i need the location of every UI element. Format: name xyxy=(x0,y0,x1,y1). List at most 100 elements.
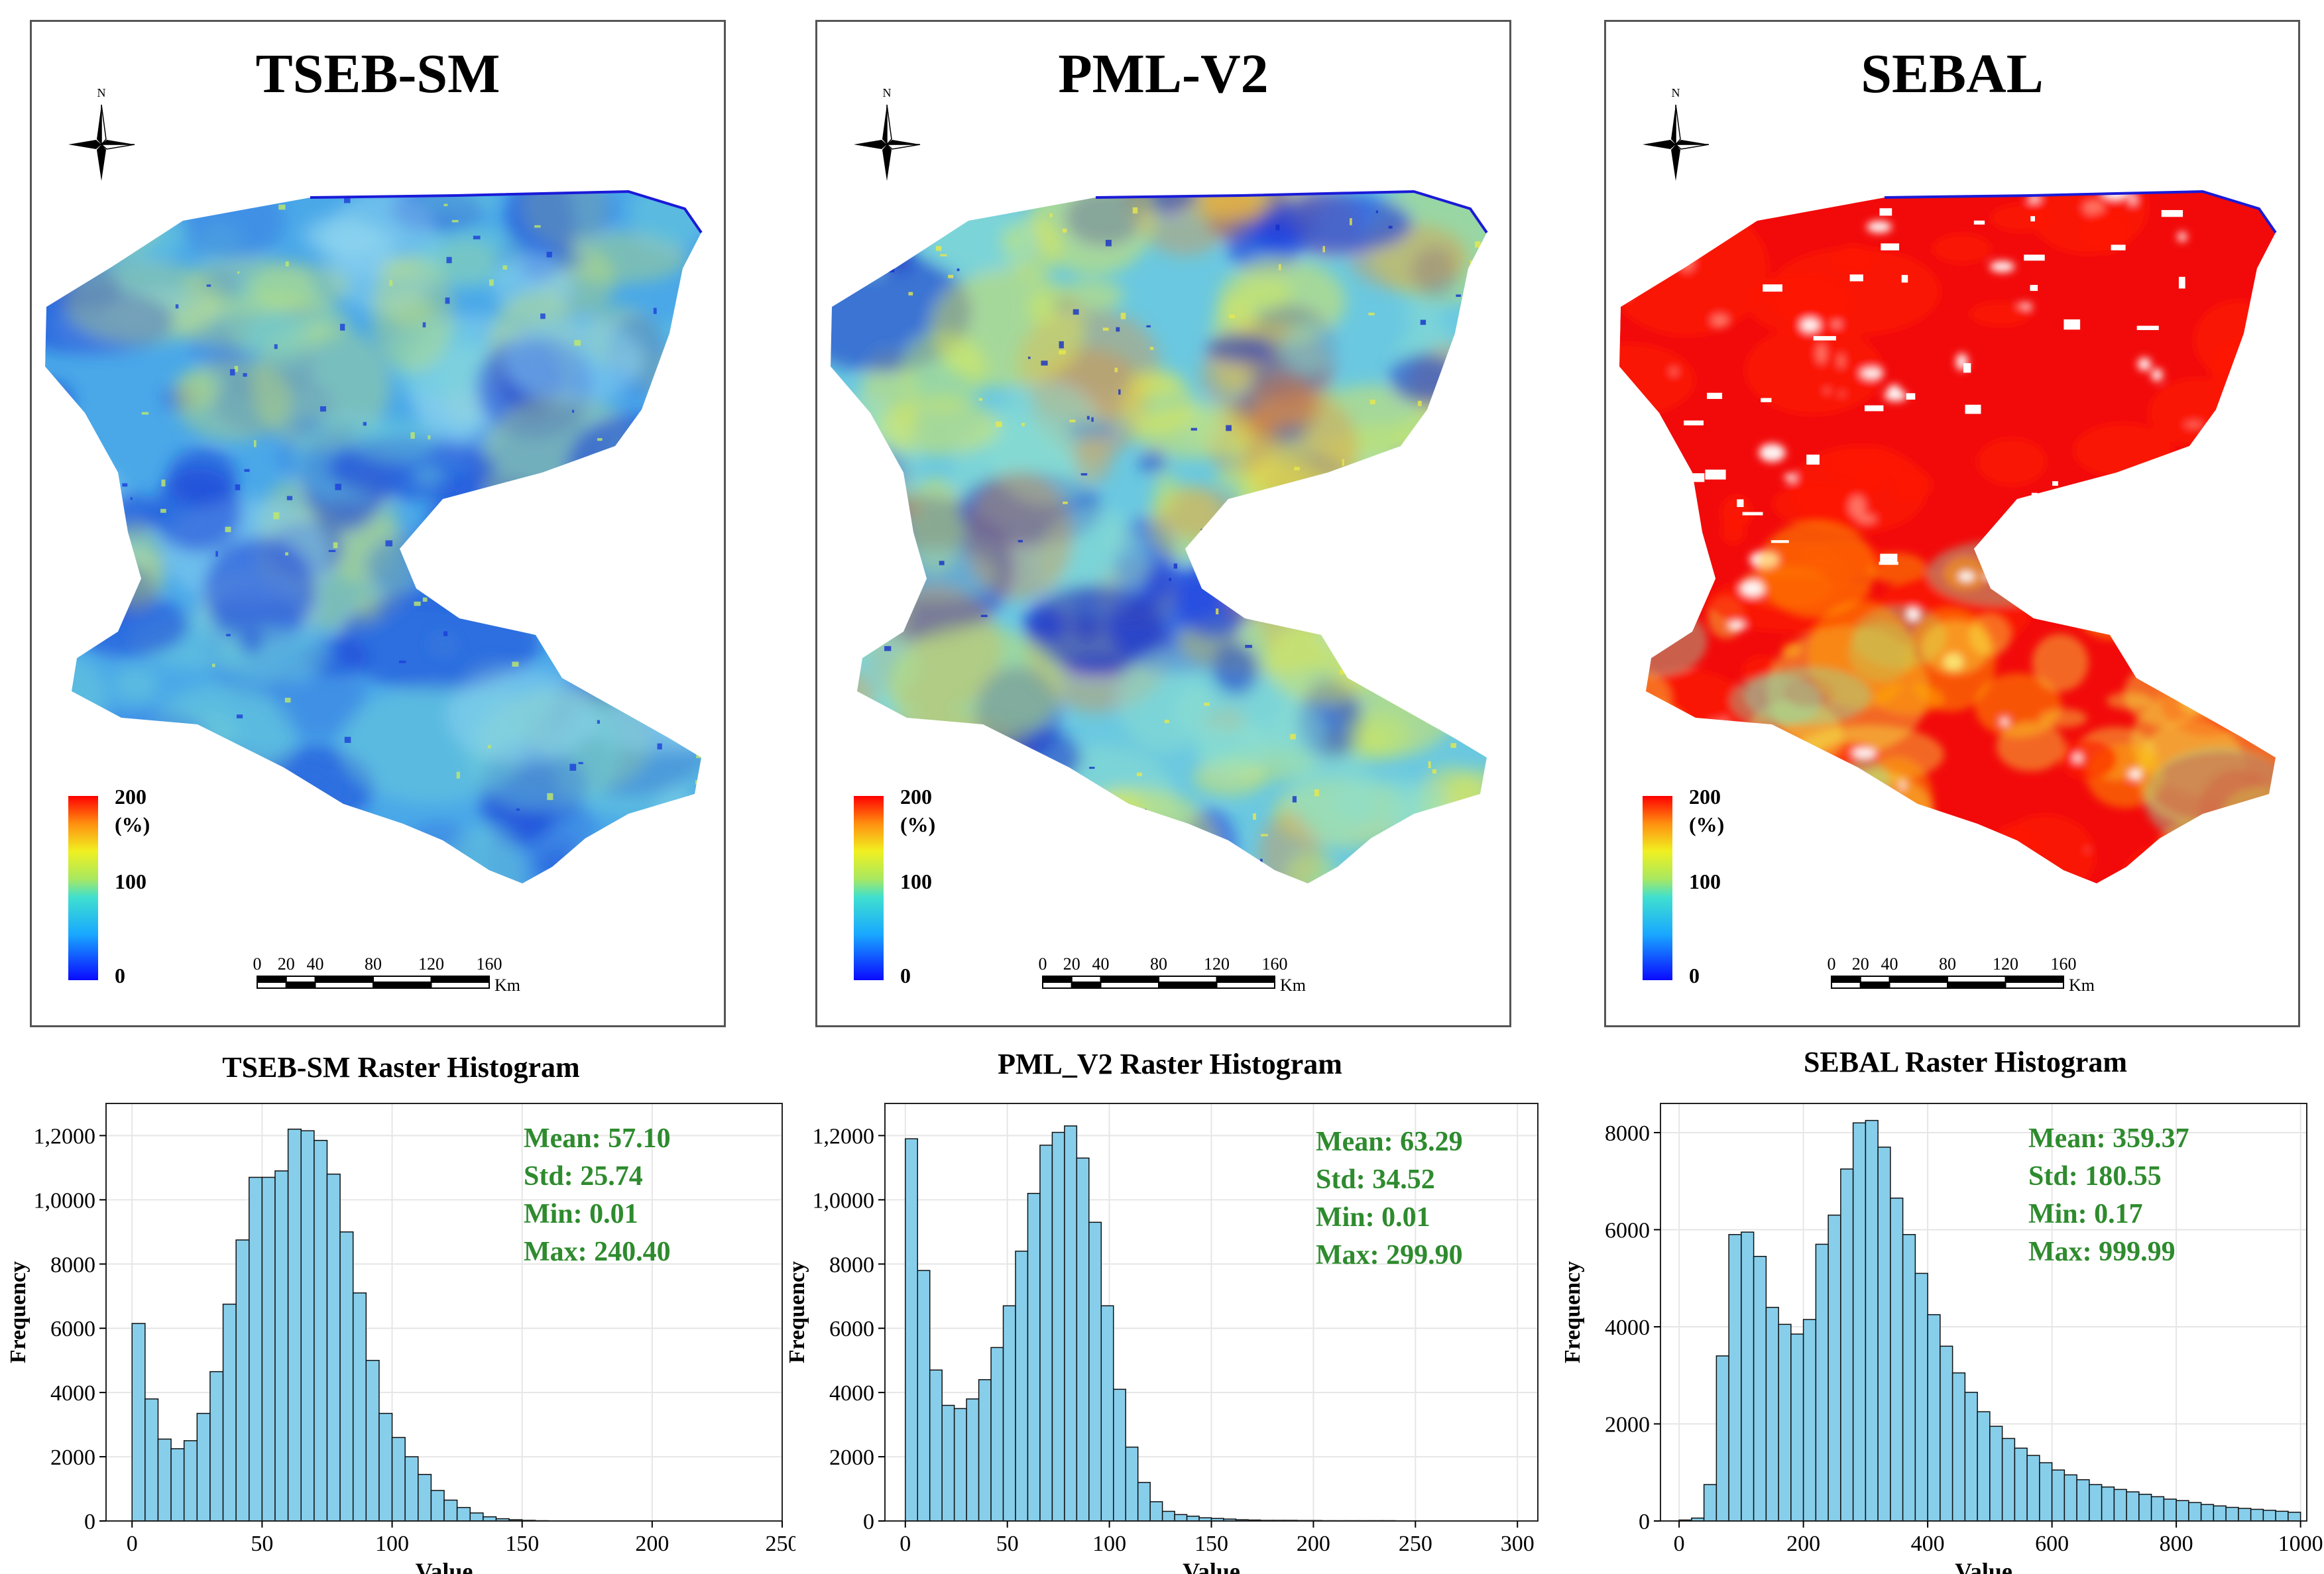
y-tick-label: 1,0000 xyxy=(813,1188,875,1213)
histogram-bar xyxy=(1113,1388,1126,1522)
y-tick-label: 2000 xyxy=(1605,1412,1650,1437)
x-tick-label: 300 xyxy=(1501,1532,1535,1556)
histogram-bar xyxy=(2213,1505,2227,1522)
map-panel-pml: PML-V2 N 200 (%) 100 0 0 20 40 80 120 160 Km xyxy=(815,20,1511,1027)
legend-min: 0 xyxy=(1689,964,1700,987)
y-axis-label: Frequency xyxy=(6,1261,30,1363)
north-arrow-icon: N xyxy=(854,86,921,181)
histogram-bar xyxy=(1828,1214,1841,1522)
histogram-bar xyxy=(917,1270,931,1522)
x-tick-label: 0 xyxy=(127,1532,138,1556)
stat-mean: Mean: 359.37 xyxy=(2028,1123,2189,1154)
stat-mean: Mean: 57.10 xyxy=(524,1123,671,1154)
x-tick-label: 1000 xyxy=(2278,1532,2323,1556)
histogram-bar xyxy=(1977,1411,1991,1522)
stats-tseb: Mean: 57.10 Std: 25.74 Min: 0.01 Max: 24… xyxy=(524,1120,671,1271)
stat-min: Min: 0.01 xyxy=(524,1199,638,1229)
histogram-bar xyxy=(1989,1426,2003,1522)
x-tick-label: 50 xyxy=(251,1532,273,1556)
histogram-bar xyxy=(131,1323,146,1522)
legend-colorbar xyxy=(854,796,884,980)
map-panel-tseb: TSEB-SM N 200 (%) 100 0 0 20 40 80 120 160 Km xyxy=(30,20,726,1027)
histogram-bar xyxy=(2288,1512,2301,1522)
north-arrow-icon: N xyxy=(1643,86,1710,181)
histogram-bar xyxy=(1802,1319,1817,1522)
histogram-bar xyxy=(1027,1192,1041,1522)
histogram-bar xyxy=(274,1170,289,1522)
scale-tick-label: 120 xyxy=(418,954,444,974)
histogram-bar xyxy=(1940,1345,1953,1522)
histogram-bar xyxy=(1064,1125,1078,1522)
map-image-tseb: N 200 (%) 100 0 0 20 40 80 120 160 Km xyxy=(45,86,703,995)
histogram-bar xyxy=(941,1404,955,1522)
map-title: TSEB-SM xyxy=(255,43,500,105)
y-tick-label: 4000 xyxy=(1605,1316,1650,1340)
histogram-bar xyxy=(1902,1234,1916,1522)
histogram-bar xyxy=(2039,1462,2053,1522)
histogram-bar xyxy=(157,1438,172,1522)
x-tick-label: 150 xyxy=(505,1532,539,1556)
north-label: N xyxy=(97,86,106,99)
scale-tick-label: 120 xyxy=(1204,954,1230,974)
histogram-bar xyxy=(1877,1147,1891,1522)
x-axis-label: Value xyxy=(416,1558,473,1574)
histogram-bar xyxy=(314,1139,328,1522)
y-tick-label: 6000 xyxy=(1605,1218,1650,1243)
histogram-bar xyxy=(929,1369,943,1522)
histogram-bar xyxy=(456,1506,471,1522)
histogram-bar xyxy=(1088,1221,1102,1522)
y-tick-label: 6000 xyxy=(50,1317,95,1341)
y-tick-label: 1,2000 xyxy=(813,1124,875,1149)
histogram-bar xyxy=(1790,1333,1804,1522)
x-tick-label: 200 xyxy=(635,1532,669,1556)
histogram-bar xyxy=(443,1499,458,1522)
histogram-bar xyxy=(1927,1314,1941,1522)
legend-max: 200 xyxy=(115,785,146,809)
histogram-title-sebal: SEBAL Raster Histogram xyxy=(1803,1046,2128,1078)
y-tick-label: 0 xyxy=(84,1510,95,1534)
histogram-bar xyxy=(352,1292,367,1522)
y-tick-label: 2000 xyxy=(829,1445,874,1470)
histogram-bar xyxy=(2163,1498,2177,1522)
stat-std: Std: 34.52 xyxy=(1316,1164,1435,1195)
histogram-bar xyxy=(287,1129,302,1522)
scale-tick-label: 80 xyxy=(1939,954,1956,974)
histogram-bar xyxy=(170,1448,185,1522)
x-tick-label: 600 xyxy=(2035,1532,2069,1556)
histogram-bar xyxy=(1840,1168,1854,1522)
scale-tick-label: 40 xyxy=(1092,954,1110,974)
histogram-bar xyxy=(404,1456,419,1522)
histogram-bar xyxy=(990,1347,1004,1522)
histogram-bar xyxy=(209,1371,224,1522)
legend-mid: 100 xyxy=(900,870,932,893)
histogram-bar xyxy=(1753,1256,1767,1522)
histogram-bar xyxy=(2113,1489,2127,1522)
y-tick-label: 0 xyxy=(863,1510,874,1534)
histogram-bar xyxy=(2089,1484,2103,1522)
scale-tick-label: 0 xyxy=(253,954,262,974)
y-tick-label: 8000 xyxy=(829,1253,874,1277)
histogram-tseb: 0 50 100 150 200 250 0 2000 4000 6000 8000 1,0000 1,… xyxy=(6,1103,795,1574)
stat-min: Min: 0.01 xyxy=(1316,1202,1430,1233)
scale-tick-label: 80 xyxy=(1150,954,1167,974)
scale-tick-label: 120 xyxy=(1993,954,2018,974)
histogram-bar xyxy=(2026,1455,2040,1522)
x-tick-label: 200 xyxy=(1297,1532,1330,1556)
histogram-bar xyxy=(2051,1469,2065,1522)
histogram-bar xyxy=(326,1173,341,1522)
histogram-bar xyxy=(1815,1243,1829,1522)
x-tick-label: 400 xyxy=(1911,1532,1945,1556)
histogram-bar xyxy=(2200,1504,2215,1522)
histogram-bar xyxy=(2275,1510,2289,1522)
legend-mid: 100 xyxy=(115,870,146,893)
histogram-bar xyxy=(1890,1198,1904,1522)
x-tick-label: 150 xyxy=(1194,1532,1228,1556)
x-tick-label: 250 xyxy=(1399,1532,1432,1556)
histogram-bar xyxy=(1914,1272,1928,1522)
histogram-sebal: 0 200 400 600 800 1000 0 2000 4000 6000 8000 Value F… xyxy=(1560,1103,2323,1574)
histogram-bar xyxy=(418,1473,432,1522)
y-tick-label: 6000 xyxy=(829,1317,874,1341)
histogram-bar xyxy=(300,1130,315,1522)
histogram-bar xyxy=(2101,1486,2115,1522)
y-tick-label: 4000 xyxy=(829,1381,874,1406)
